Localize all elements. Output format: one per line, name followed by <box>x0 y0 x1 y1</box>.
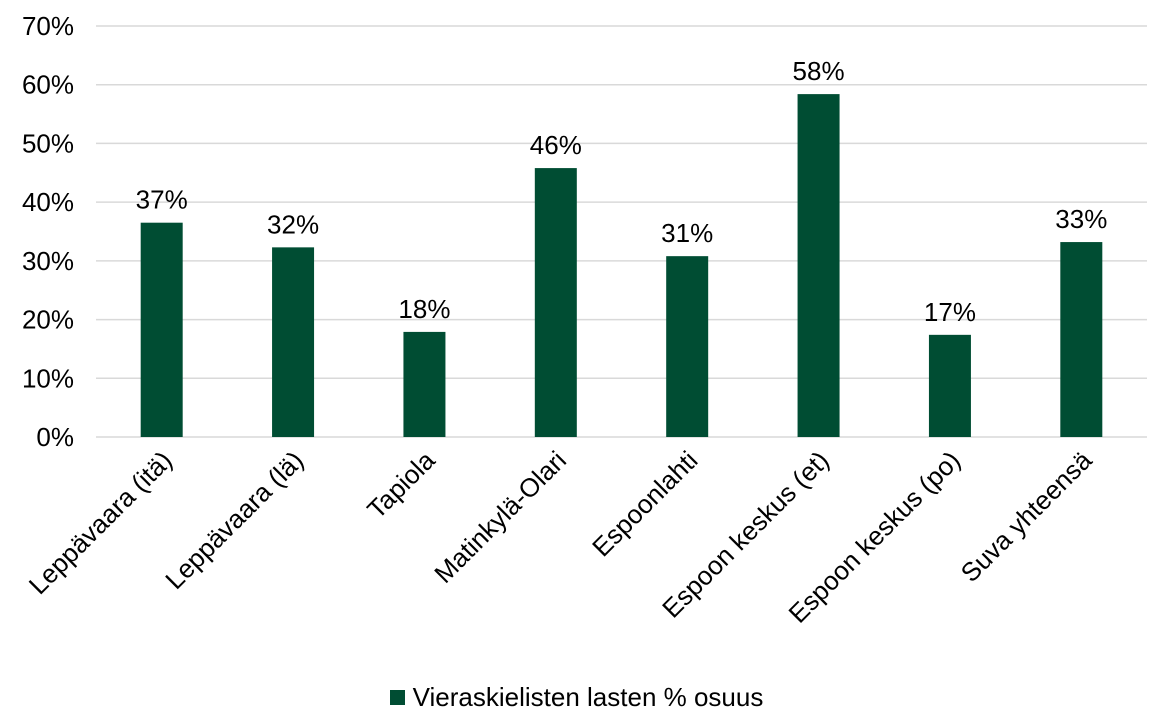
y-tick-label: 30% <box>22 246 74 276</box>
x-tick-label: Suva yhteensä <box>955 445 1098 588</box>
y-tick-label: 70% <box>22 11 74 41</box>
x-tick-label: Leppävaara (itä) <box>23 445 178 600</box>
x-tick-label: Leppävaara (lä) <box>159 445 309 595</box>
y-tick-label: 10% <box>22 363 74 393</box>
data-label: 18% <box>398 294 450 324</box>
bar <box>928 334 971 437</box>
data-label: 37% <box>136 185 188 215</box>
x-tick-label: Tapiola <box>361 445 441 525</box>
data-label: 32% <box>267 209 319 239</box>
x-tick-label: Espoonlahti <box>586 445 703 562</box>
y-tick-label: 0% <box>36 422 74 452</box>
bar <box>797 94 840 437</box>
bar <box>272 247 315 437</box>
data-label: 46% <box>530 130 582 160</box>
bar <box>666 256 709 437</box>
data-label: 33% <box>1055 204 1107 234</box>
bar <box>534 168 577 438</box>
data-label: 58% <box>793 56 845 86</box>
data-label: 17% <box>924 297 976 327</box>
y-tick-label: 20% <box>22 305 74 335</box>
legend-swatch <box>389 689 405 705</box>
legend-label: Vieraskielisten lasten % osuus <box>412 682 764 712</box>
x-tick-label: Matinkylä-Olari <box>428 445 572 589</box>
y-tick-label: 40% <box>22 187 74 217</box>
y-tick-label: 50% <box>22 128 74 158</box>
bar <box>1060 242 1103 437</box>
bar <box>403 331 446 437</box>
chart-legend: Vieraskielisten lasten % osuus <box>0 682 1153 712</box>
bar <box>140 222 183 437</box>
data-label: 31% <box>661 218 713 248</box>
y-tick-label: 60% <box>22 70 74 100</box>
